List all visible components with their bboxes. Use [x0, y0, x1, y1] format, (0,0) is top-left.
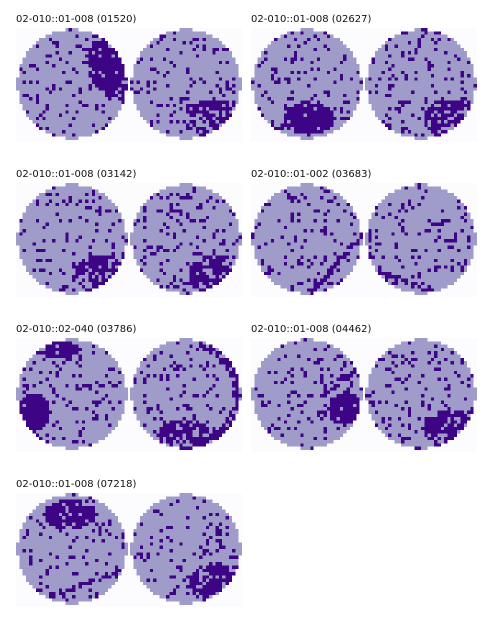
wafer-pair — [16, 183, 242, 297]
wafer-pair — [251, 28, 477, 142]
wafer-map-left — [251, 28, 363, 140]
panel-title: 02-010::01-008 (01520) — [16, 14, 137, 25]
wafer-panel: 02-010::01-008 (03142) — [16, 169, 248, 309]
panel-title: 02-010::02-040 (03786) — [16, 324, 137, 335]
wafer-panel: 02-010::01-008 (07218) — [16, 479, 248, 619]
panel-title: 02-010::01-008 (07218) — [16, 479, 137, 490]
wafer-map-left — [251, 338, 363, 450]
wafer-map-right — [130, 493, 242, 605]
wafer-panel: 02-010::02-040 (03786) — [16, 324, 248, 464]
wafer-pair — [16, 28, 242, 142]
wafer-map-left — [251, 183, 363, 295]
wafer-panel: 02-010::01-008 (01520) — [16, 14, 248, 154]
wafer-map-right — [130, 28, 242, 140]
wafer-panel: 02-010::01-002 (03683) — [251, 169, 483, 309]
panel-title: 02-010::01-002 (03683) — [251, 169, 372, 180]
wafer-pair — [251, 183, 477, 297]
wafer-map-right — [130, 183, 242, 295]
wafer-panel: 02-010::01-008 (02627) — [251, 14, 483, 154]
panel-title: 02-010::01-008 (03142) — [16, 169, 137, 180]
wafer-map-right — [365, 338, 477, 450]
panel-title: 02-010::01-008 (04462) — [251, 324, 372, 335]
wafer-pair — [16, 338, 242, 452]
wafer-map-right — [365, 28, 477, 140]
wafer-map-left — [16, 183, 128, 295]
wafer-map-right — [365, 183, 477, 295]
wafer-panel: 02-010::01-008 (04462) — [251, 324, 483, 464]
wafer-map-right — [130, 338, 242, 450]
wafer-map-left — [16, 493, 128, 605]
wafer-pair — [251, 338, 477, 452]
wafer-map-left — [16, 338, 128, 450]
panel-title: 02-010::01-008 (02627) — [251, 14, 372, 25]
wafer-map-left — [16, 28, 128, 140]
wafer-pair — [16, 493, 242, 607]
